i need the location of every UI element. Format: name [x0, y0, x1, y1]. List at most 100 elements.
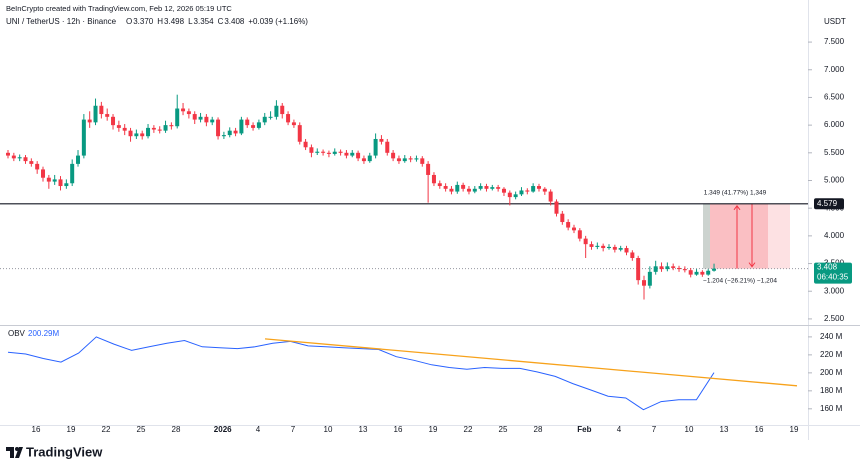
- price-tag: [814, 262, 852, 284]
- obv-tick-label: 240 M: [820, 332, 843, 341]
- obv-name: OBV: [8, 329, 26, 338]
- currency: USDT: [824, 17, 846, 26]
- candle-body: [671, 266, 676, 268]
- candle-body: [496, 187, 501, 189]
- ohlc-key: O: [126, 17, 132, 26]
- candle-body: [350, 152, 355, 156]
- x-tick-label: 22: [464, 425, 473, 434]
- candle-body: [291, 122, 296, 126]
- candle-body: [531, 186, 536, 192]
- candle-body: [99, 105, 104, 115]
- obv-tick-label: 200 M: [820, 368, 843, 377]
- x-tick-label: 25: [137, 425, 146, 434]
- candle-body: [694, 271, 699, 275]
- candle-body: [443, 186, 448, 189]
- candle-body: [332, 151, 337, 154]
- candle-body: [595, 245, 600, 247]
- measure-box: [703, 203, 790, 269]
- candle-body: [122, 127, 127, 131]
- x-tick-label: 10: [324, 425, 333, 434]
- candle-body: [402, 158, 407, 162]
- candle-body: [607, 246, 612, 249]
- candle-body: [525, 190, 530, 192]
- candle-body: [712, 268, 717, 271]
- candle-body: [81, 119, 86, 156]
- candle-body: [571, 227, 576, 231]
- credit: BeInCrypto created with TradingView.com,…: [6, 4, 232, 13]
- trendline: [264, 338, 798, 387]
- candle-body: [682, 269, 687, 271]
- candle-body: [414, 158, 419, 160]
- candle-body: [17, 157, 22, 159]
- candle-body: [309, 147, 314, 153]
- candle-body: [198, 116, 203, 120]
- candle-body: [297, 125, 302, 142]
- candle-body: [577, 230, 582, 239]
- candle-body: [146, 127, 151, 137]
- candle-body: [437, 183, 442, 187]
- x-tick-label: 19: [429, 425, 438, 434]
- candle-body: [548, 191, 553, 202]
- candle-body: [706, 270, 711, 275]
- candle-body: [385, 141, 390, 153]
- candle-body: [700, 271, 705, 275]
- candle-body: [6, 152, 10, 156]
- candle-body: [618, 248, 623, 250]
- price-tag-label: 3.408: [817, 263, 838, 272]
- candle-body: [46, 177, 51, 182]
- ohlc-key: L: [188, 17, 193, 26]
- candle-body: [64, 183, 69, 187]
- candle-body: [647, 271, 652, 286]
- candle-body: [554, 201, 559, 214]
- candle-body: [420, 158, 425, 164]
- obv-tick-label: 160 M: [820, 404, 843, 413]
- measure-arrow-head: [733, 204, 741, 211]
- candle-body: [356, 152, 361, 159]
- candle-body: [274, 105, 279, 117]
- candle-body: [286, 114, 291, 123]
- x-tick-label: 22: [102, 425, 111, 434]
- candle-body: [239, 119, 244, 134]
- countdown: 06:40:35: [817, 273, 849, 282]
- candle-body: [157, 129, 162, 131]
- ohlc-value: 3.370: [133, 17, 154, 26]
- y-tick-label: 6.000: [824, 120, 845, 129]
- level-tag-label: 4.579: [817, 199, 838, 208]
- x-tick-label: 13: [720, 425, 729, 434]
- level-tag: [814, 198, 844, 210]
- candle-body: [175, 108, 180, 127]
- candle-body: [321, 151, 326, 153]
- candle-body: [41, 169, 46, 178]
- measure-up-label: 1.349 (41.77%) 1,349: [704, 190, 767, 197]
- x-tick-label: 4: [256, 425, 261, 434]
- brand: TradingView: [26, 444, 103, 459]
- obv-last: 200.29M: [28, 329, 59, 338]
- candle-body: [163, 125, 168, 131]
- candle-body: [484, 186, 489, 189]
- candle-body: [151, 127, 156, 130]
- obv-line: [7, 336, 715, 411]
- candle-body: [566, 222, 571, 228]
- candle-body: [501, 188, 506, 193]
- measure-box-inner: [710, 203, 768, 269]
- candle-body: [536, 186, 541, 189]
- candle-body: [338, 151, 343, 153]
- candle-body: [186, 111, 191, 115]
- measure-box-gain: [703, 203, 710, 269]
- x-tick-label: 16: [394, 425, 403, 434]
- candle-body: [128, 130, 133, 137]
- candle-body: [665, 266, 670, 270]
- candle-body: [140, 133, 145, 137]
- candle-body: [303, 141, 308, 148]
- y-tick-label: 2.500: [824, 314, 845, 323]
- candle-body: [134, 133, 139, 137]
- candle-body: [636, 258, 641, 281]
- candle-body: [181, 108, 186, 112]
- x-tick-label: 16: [755, 425, 764, 434]
- candle-body: [507, 192, 512, 198]
- candle-body: [408, 158, 413, 160]
- candle-body: [688, 270, 693, 275]
- y-tick-label: 5.500: [824, 148, 845, 157]
